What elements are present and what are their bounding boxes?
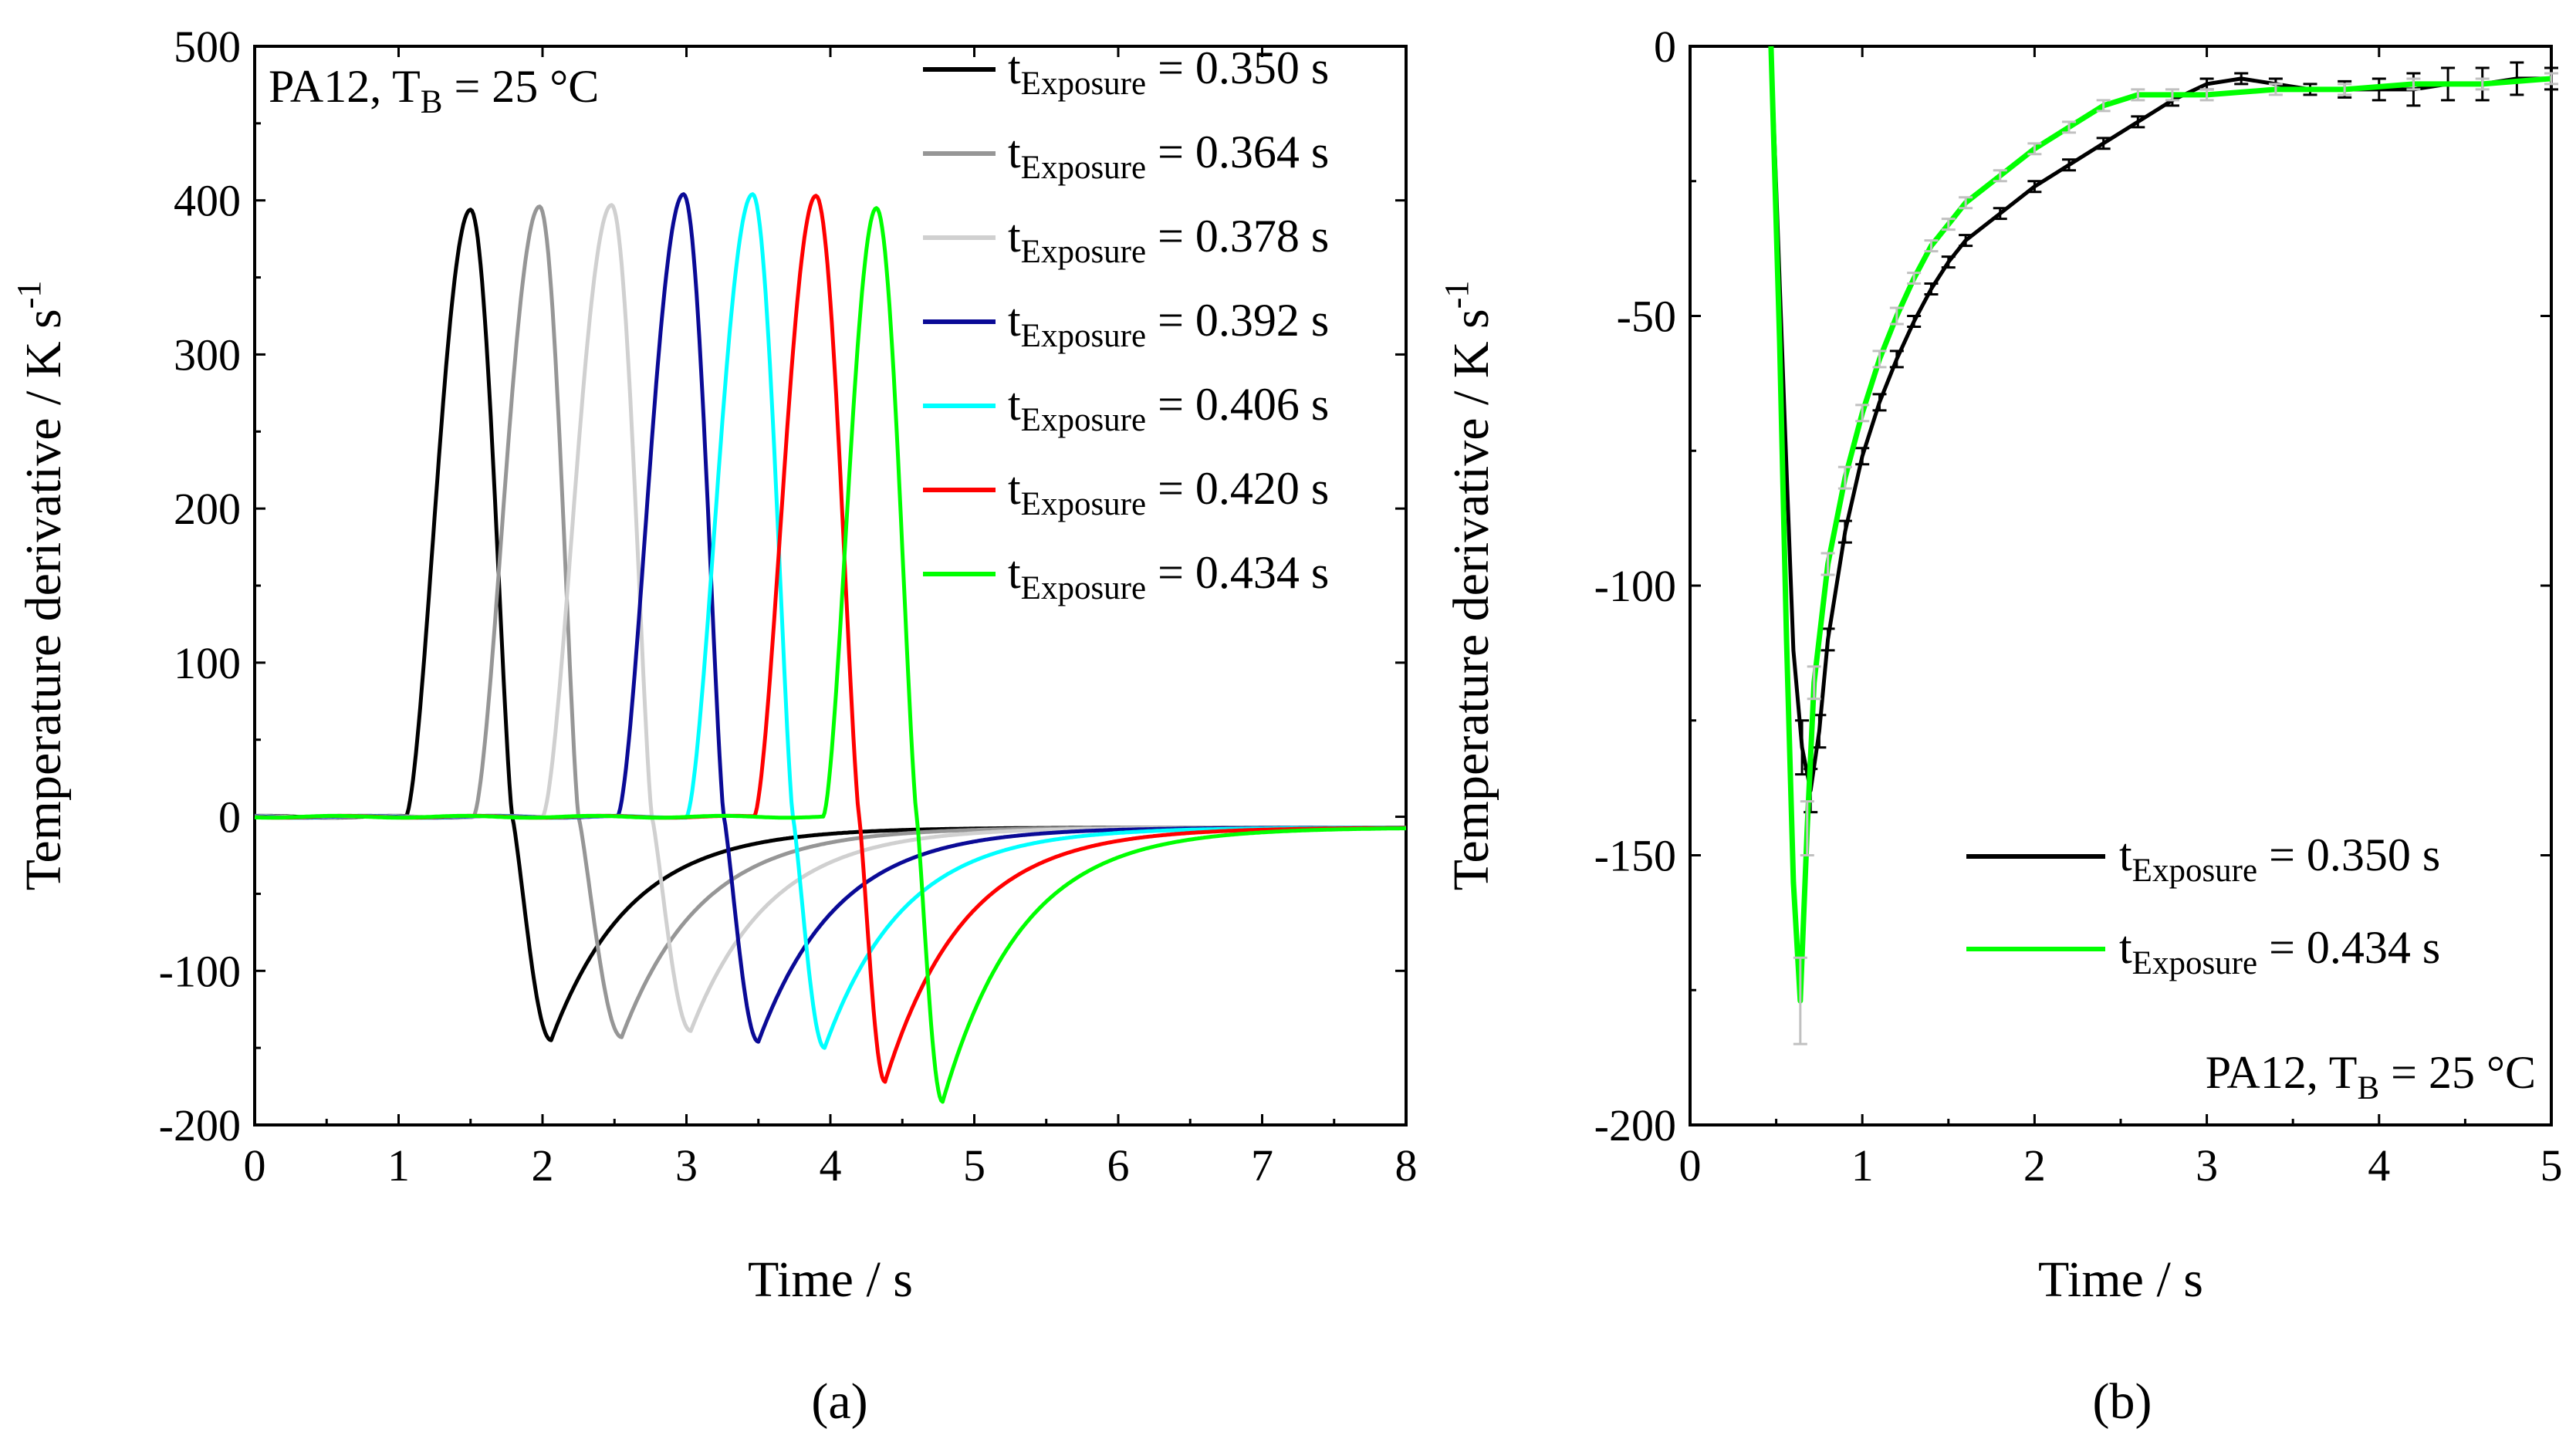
- panel-a-chart: 0 1 2 3 4 5 6 7 8 -200 -100 0 100 200 300 400 500 Time / …: [10, 22, 1418, 1308]
- x-tick-label: 0: [244, 1140, 266, 1191]
- legend-label-main: t: [1008, 127, 1021, 177]
- legend-label-main: t: [2119, 922, 2132, 973]
- y-tick-label: 400: [174, 176, 241, 226]
- legend-label-main: t: [1008, 379, 1021, 430]
- y-tick-label: -100: [1594, 561, 1676, 611]
- annotation: PA12, TB = 25 °C: [2206, 1047, 2536, 1106]
- y-tick-label: -100: [159, 946, 241, 996]
- legend-label-main: t: [1008, 42, 1021, 93]
- legend-label-sub: Exposure: [1021, 234, 1146, 270]
- x-tick-label: 5: [2541, 1140, 2563, 1191]
- legend-label-sub: Exposure: [1021, 570, 1146, 606]
- annotation-tail: = 25 °C: [2379, 1047, 2536, 1098]
- legend-label-sub: Exposure: [1021, 66, 1146, 102]
- x-tick-label: 4: [2368, 1140, 2390, 1191]
- x-tick-label: 3: [2196, 1140, 2218, 1191]
- legend-label: tExposure = 0.364 s: [1008, 127, 1329, 186]
- annotation-main: PA12, T: [2206, 1047, 2358, 1098]
- legend-label-value: = 0.350 s: [1146, 42, 1329, 93]
- legend-label: tExposure = 0.378 s: [1008, 211, 1329, 270]
- x-tick-label: 1: [387, 1140, 410, 1191]
- y-tick-label: 0: [1654, 22, 1676, 72]
- legend-label-sub: Exposure: [1021, 402, 1146, 438]
- panel-a-caption: (a): [811, 1373, 867, 1430]
- legend-label-sub: Exposure: [1021, 150, 1146, 186]
- x-tick-label: 0: [1679, 1140, 1702, 1191]
- annotation: PA12, TB = 25 °C: [269, 61, 599, 120]
- series-line-1: [1769, 46, 2551, 793]
- annotation-sub: B: [421, 84, 443, 120]
- y-tick-label: -50: [1617, 292, 1676, 342]
- y-axis-label-text: Temperature derivative / K s: [15, 309, 72, 890]
- x-axis-label: Time / s: [2038, 1251, 2203, 1308]
- legend-label-sub: Exposure: [2132, 945, 2257, 981]
- annotation-main: PA12, T: [269, 61, 421, 112]
- legend-label-main: t: [1008, 547, 1021, 598]
- legend-label-value: = 0.392 s: [1146, 295, 1329, 346]
- legend-label-value: = 0.420 s: [1146, 463, 1329, 514]
- annotation-sub: B: [2357, 1070, 2379, 1106]
- x-axis-label: Time / s: [748, 1251, 913, 1308]
- legend-label-main: t: [1008, 295, 1021, 346]
- y-tick-label: -200: [1594, 1100, 1676, 1150]
- y-axis-label-exponent: -1: [1438, 281, 1476, 309]
- legend-label-value: = 0.350 s: [2257, 829, 2440, 880]
- legend-label-value: = 0.364 s: [1146, 127, 1329, 177]
- legend-label-value: = 0.434 s: [2257, 922, 2440, 973]
- y-tick-label: -200: [159, 1100, 241, 1150]
- legend-label: tExposure = 0.406 s: [1008, 379, 1329, 438]
- x-tick-label: 6: [1107, 1140, 1130, 1191]
- y-tick-label: 0: [218, 792, 241, 843]
- legend-label: tExposure = 0.434 s: [1008, 547, 1329, 606]
- legend-label-sub: Exposure: [1021, 318, 1146, 354]
- x-tick-label: 2: [2023, 1140, 2046, 1191]
- x-tick-label: 2: [532, 1140, 554, 1191]
- series-line-2: [1768, 46, 2552, 1004]
- x-tick-label: 8: [1395, 1140, 1418, 1191]
- series-line-7: [254, 206, 1407, 1104]
- x-tick-label: 7: [1251, 1140, 1273, 1191]
- legend-label: tExposure = 0.420 s: [1008, 463, 1329, 522]
- legend-label: tExposure = 0.434 s: [2119, 922, 2440, 981]
- y-tick-label: 500: [174, 22, 241, 72]
- x-tick-label: 5: [963, 1140, 985, 1191]
- legend-label-value: = 0.406 s: [1146, 379, 1329, 430]
- x-tick-label: 3: [675, 1140, 698, 1191]
- legend-label-main: t: [1008, 463, 1021, 514]
- y-axis-label-text: Temperature derivative / K s: [1443, 309, 1499, 890]
- legend-label: tExposure = 0.392 s: [1008, 295, 1329, 354]
- panel-b-chart: 0 1 2 3 4 5 -200 -150 -100 -50 0 Time / s Temperatur…: [1438, 22, 2563, 1308]
- legend-label: tExposure = 0.350 s: [2119, 829, 2440, 889]
- x-tick-label: 4: [820, 1140, 842, 1191]
- y-tick-label: -150: [1594, 831, 1676, 881]
- legend-label-sub: Exposure: [2132, 853, 2257, 889]
- legend-label-main: t: [1008, 211, 1021, 262]
- legend-label-main: t: [2119, 829, 2132, 880]
- y-tick-label: 300: [174, 329, 241, 380]
- annotation-tail: = 25 °C: [442, 61, 599, 112]
- y-tick-label: 100: [174, 638, 241, 688]
- legend-label-sub: Exposure: [1021, 486, 1146, 522]
- x-tick-label: 1: [1851, 1140, 1874, 1191]
- legend-label: tExposure = 0.350 s: [1008, 42, 1329, 102]
- y-axis-label: Temperature derivative / K s-1: [1438, 281, 1499, 891]
- y-axis-label: Temperature derivative / K s-1: [10, 281, 72, 891]
- y-tick-label: 200: [174, 484, 241, 534]
- panel-b-caption: (b): [2093, 1373, 2152, 1430]
- y-axis-label-exponent: -1: [10, 281, 48, 309]
- legend-label-value: = 0.378 s: [1146, 211, 1329, 262]
- legend-label-value: = 0.434 s: [1146, 547, 1329, 598]
